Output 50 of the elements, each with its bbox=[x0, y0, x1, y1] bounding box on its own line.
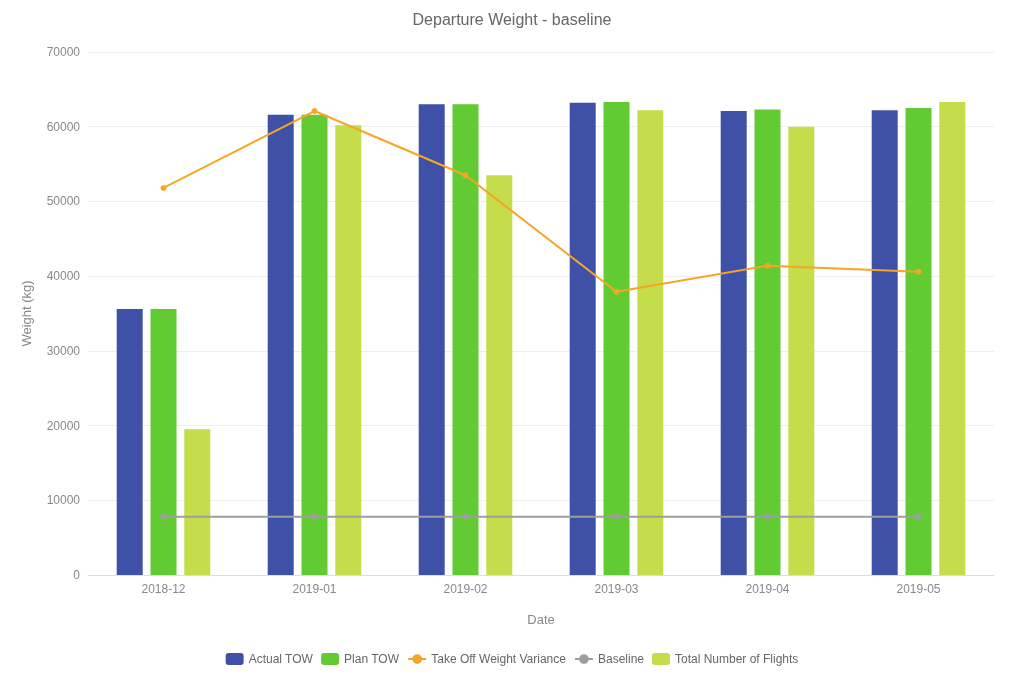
bar bbox=[569, 102, 596, 575]
bar bbox=[939, 102, 966, 575]
legend-label: Total Number of Flights bbox=[674, 652, 799, 666]
x-tick-label: 2018-12 bbox=[141, 582, 186, 596]
y-tick-label: 10000 bbox=[46, 493, 81, 508]
bar bbox=[267, 114, 294, 575]
y-tick-label: 0 bbox=[73, 568, 81, 582]
point bbox=[462, 172, 469, 179]
y-tick-label: 20000 bbox=[46, 418, 81, 433]
x-tick-label: 2019-04 bbox=[745, 582, 790, 596]
legend-label: Actual TOW bbox=[248, 652, 314, 666]
bar bbox=[871, 110, 898, 575]
legend-label: Take Off Weight Variance bbox=[431, 652, 567, 666]
point bbox=[613, 288, 620, 295]
legend-label: Baseline bbox=[597, 652, 645, 666]
point bbox=[915, 513, 922, 520]
bar bbox=[116, 309, 143, 575]
bar bbox=[184, 429, 211, 575]
bar bbox=[754, 109, 781, 575]
point bbox=[160, 184, 167, 191]
legend-label: Plan TOW bbox=[344, 652, 400, 666]
y-tick-label: 40000 bbox=[46, 269, 81, 284]
bar bbox=[788, 126, 815, 575]
bar bbox=[720, 111, 747, 575]
y-axis-title: Weight (kg) bbox=[19, 280, 34, 347]
y-tick-label: 30000 bbox=[46, 343, 81, 358]
bar bbox=[637, 110, 664, 575]
x-tick-label: 2019-05 bbox=[896, 582, 941, 596]
bar bbox=[905, 108, 932, 575]
bar bbox=[418, 104, 445, 575]
bar bbox=[301, 114, 328, 575]
point bbox=[462, 513, 469, 520]
y-tick-label: 70000 bbox=[46, 45, 81, 59]
chart-title: Departure Weight - baseline bbox=[412, 10, 612, 28]
bar bbox=[486, 175, 513, 575]
point bbox=[160, 513, 167, 520]
x-tick-label: 2019-03 bbox=[594, 582, 639, 596]
point bbox=[311, 513, 318, 520]
point bbox=[764, 513, 771, 520]
y-tick-label: 60000 bbox=[46, 119, 81, 134]
point bbox=[613, 513, 620, 520]
x-tick-label: 2019-01 bbox=[292, 582, 337, 596]
x-axis-title: Date bbox=[527, 612, 555, 627]
bar bbox=[150, 309, 177, 575]
bar bbox=[603, 102, 630, 575]
x-tick-label: 2019-02 bbox=[443, 582, 488, 596]
y-tick-label: 50000 bbox=[46, 194, 81, 209]
bar bbox=[335, 125, 362, 575]
point bbox=[311, 108, 318, 115]
bar bbox=[452, 104, 479, 575]
